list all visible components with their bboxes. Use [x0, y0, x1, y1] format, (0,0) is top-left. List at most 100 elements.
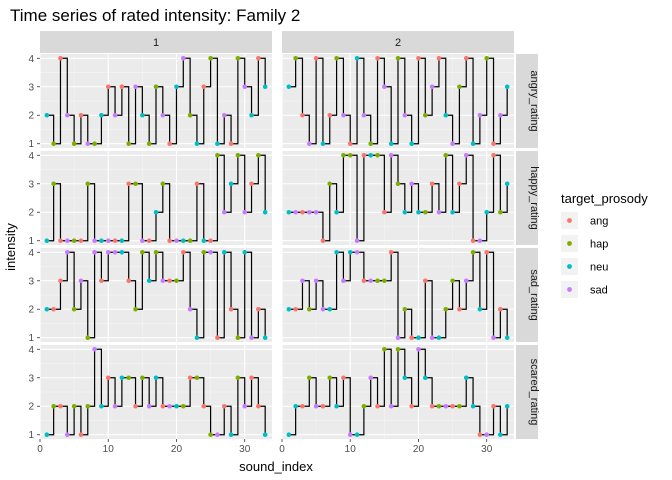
- data-point: [382, 278, 387, 284]
- data-point: [450, 209, 455, 215]
- data-point: [422, 278, 428, 284]
- data-point: [146, 141, 152, 147]
- data-point: [347, 249, 353, 255]
- data-point: [58, 55, 63, 61]
- data-point: [313, 55, 319, 61]
- x-tick-label: 20: [171, 444, 183, 455]
- data-point: [457, 306, 462, 312]
- data-point: [327, 306, 333, 312]
- data-point: [153, 209, 159, 215]
- data-point: [463, 55, 469, 61]
- data-point: [112, 238, 118, 244]
- legend-key-point: [567, 264, 572, 269]
- data-point: [160, 278, 166, 284]
- data-point: [388, 403, 394, 409]
- data-point: [429, 84, 435, 90]
- data-point: [215, 335, 220, 341]
- data-point: [361, 152, 367, 158]
- data-point: [436, 403, 442, 409]
- data-point: [167, 403, 172, 409]
- data-point: [112, 249, 118, 255]
- x-tick-label: 0: [37, 444, 43, 455]
- data-point: [409, 141, 414, 147]
- data-point: [368, 278, 374, 284]
- data-point: [429, 181, 435, 187]
- data-point: [112, 403, 118, 409]
- row-strip: [516, 54, 538, 148]
- data-point: [201, 84, 207, 90]
- column-strip-label: 2: [395, 37, 401, 49]
- data-point: [133, 306, 138, 312]
- data-point: [201, 249, 207, 255]
- panel-angry_rating-2: [281, 54, 514, 148]
- chart-title: Time series of rated intensity: Family 2: [10, 6, 300, 25]
- data-point: [375, 152, 380, 158]
- data-point: [221, 403, 227, 409]
- data-point: [249, 181, 254, 187]
- data-point: [361, 403, 367, 409]
- data-point: [422, 209, 428, 215]
- data-point: [249, 112, 254, 118]
- data-point: [126, 375, 132, 381]
- data-point: [375, 403, 380, 409]
- legend-label-sad: sad: [590, 285, 608, 297]
- x-tick-label: 10: [345, 444, 357, 455]
- data-point: [228, 181, 234, 187]
- data-point: [105, 375, 111, 381]
- y-tick-label: 3: [28, 276, 34, 287]
- legend-key-point: [567, 218, 572, 223]
- data-point: [215, 141, 220, 147]
- data-point: [491, 141, 496, 147]
- data-point: [44, 306, 50, 312]
- data-point: [470, 238, 476, 244]
- data-point: [286, 84, 292, 90]
- data-point: [71, 403, 77, 409]
- y-tick-label: 4: [28, 54, 34, 65]
- data-point: [51, 141, 56, 147]
- data-point: [368, 152, 374, 158]
- data-point: [422, 112, 428, 118]
- y-tick-label: 1: [28, 139, 34, 150]
- legend-label-neu: neu: [590, 262, 608, 274]
- step-line: [46, 348, 266, 436]
- data-point: [293, 306, 298, 312]
- data-point: [105, 84, 111, 90]
- data-point: [313, 209, 319, 215]
- y-tick-label: 1: [28, 430, 34, 441]
- data-point: [140, 249, 145, 255]
- panel-sad_rating-2: [281, 248, 514, 342]
- data-point: [334, 55, 339, 61]
- data-point: [354, 249, 360, 255]
- data-point: [194, 375, 200, 381]
- data-point: [58, 278, 63, 284]
- legend-title: target_prosody: [561, 191, 648, 206]
- column-strip: [282, 31, 514, 53]
- data-point: [347, 152, 353, 158]
- data-point: [388, 141, 394, 147]
- data-point: [395, 346, 401, 352]
- data-point: [44, 112, 50, 118]
- panel-happy_rating-2: [281, 151, 514, 245]
- data-point: [140, 112, 145, 118]
- data-point: [354, 432, 360, 438]
- data-point: [119, 249, 125, 255]
- data-point: [112, 112, 118, 118]
- data-point: [361, 278, 367, 284]
- data-point: [382, 209, 387, 215]
- y-tick-label: 1: [28, 333, 34, 344]
- row-strip: [516, 151, 538, 245]
- data-point: [146, 278, 152, 284]
- data-point: [443, 152, 449, 158]
- data-point: [160, 181, 166, 187]
- panel-angry_rating-1: [39, 54, 272, 148]
- data-point: [457, 84, 462, 90]
- data-point: [51, 181, 56, 187]
- data-point: [187, 375, 193, 381]
- data-point: [443, 403, 449, 409]
- y-axis-title: intensity: [3, 223, 18, 271]
- y-tick-label: 3: [28, 82, 34, 93]
- data-point: [477, 306, 483, 312]
- facet-strips: 1 2 angry_rating happy_rating sad_ratingscar…: [40, 31, 540, 439]
- data-point: [470, 403, 476, 409]
